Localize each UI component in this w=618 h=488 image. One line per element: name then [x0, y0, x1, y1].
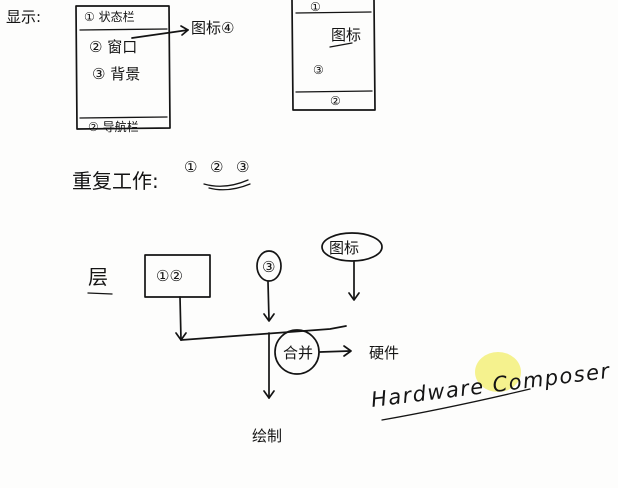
highlight-spot — [475, 352, 521, 392]
redraw-item-1: ① — [184, 158, 197, 176]
phone2-bottom-label: ② — [330, 94, 341, 108]
arrow-hardware-head — [343, 345, 352, 357]
arrow-3-down — [267, 281, 270, 321]
layer-box-12 — [144, 254, 211, 298]
background-label: ③ 背景 — [92, 65, 140, 83]
phone2-bottom-divider — [295, 90, 373, 93]
redraw-item-2: ② — [210, 158, 223, 176]
phone2-icon-underline — [329, 42, 353, 48]
layer-3-label: ③ — [262, 258, 275, 276]
redraw-item-3: ③ — [236, 158, 249, 176]
nav-bar-label: ② 导航栏 — [88, 119, 139, 134]
arrow-hardware — [319, 350, 351, 353]
layer-icon-cloud — [321, 232, 383, 262]
layer-icon-label: 图标 — [329, 239, 359, 257]
phone2-mid-label: ③ — [313, 63, 324, 77]
redraw-underline-2 — [208, 183, 251, 191]
compose-label: 合并 — [283, 344, 313, 362]
window-icon-arrowhead — [180, 25, 189, 36]
phone-frame — [75, 5, 171, 130]
redraw-underline-1 — [203, 179, 249, 187]
icon-label: 图标④ — [191, 19, 234, 37]
combine-bar — [180, 325, 347, 341]
redraw-label: 重复工作: — [72, 169, 159, 193]
arrow-box-down — [179, 296, 182, 341]
nav-bar-divider — [79, 116, 168, 119]
display-label: 显示: — [6, 8, 41, 26]
phone2-icon-label: 图标 — [331, 26, 361, 44]
hardware-label: 硬件 — [369, 344, 399, 362]
window-icon-arrow — [131, 29, 189, 39]
hwc-underline — [381, 388, 531, 421]
layer-label: 层 — [88, 265, 108, 289]
status-bar-label: ① 状态栏 — [84, 9, 135, 24]
arrow-icon-head — [348, 292, 360, 301]
phone2-frame — [291, 0, 376, 111]
phone2-top-label: ① — [310, 0, 321, 14]
phone2-top-divider — [295, 11, 372, 14]
layer-3-circle — [256, 250, 282, 282]
window-label: ② 窗口 — [89, 38, 137, 56]
compose-circle — [274, 329, 320, 375]
arrow-3-head — [263, 313, 275, 322]
arrow-draw-head — [263, 390, 275, 399]
status-bar-divider — [79, 28, 168, 31]
layer-underline — [87, 292, 113, 295]
draw-label: 绘制 — [252, 427, 282, 445]
layer-box-12-label: ①② — [156, 267, 183, 285]
